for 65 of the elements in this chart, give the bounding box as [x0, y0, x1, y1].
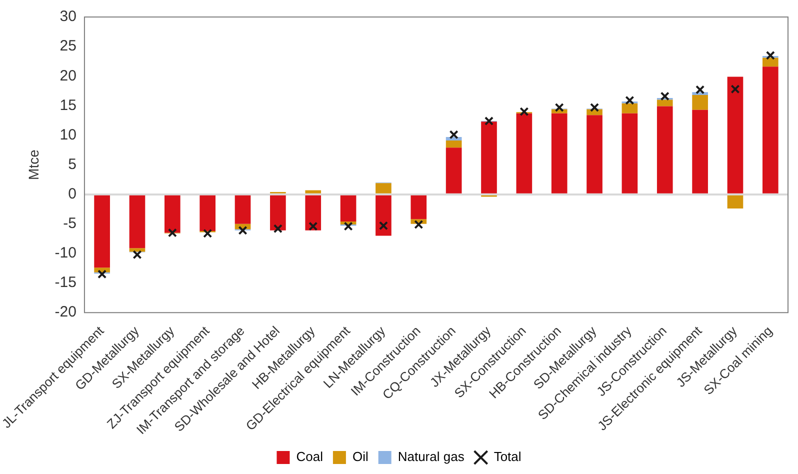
bar: [692, 95, 708, 110]
bar: [692, 110, 708, 194]
y-tick-label: 5: [68, 156, 76, 173]
bar: [727, 76, 744, 194]
bar: [622, 103, 638, 114]
legend-label: Total: [494, 449, 522, 464]
y-tick-label: 0: [68, 186, 76, 202]
y-tick-label: -15: [54, 274, 76, 292]
bar: [762, 58, 778, 67]
y-tick-label: 15: [60, 96, 76, 114]
legend-label: Natural gas: [398, 449, 465, 464]
bar: [94, 195, 110, 268]
point: [414, 220, 424, 230]
y-tick-label: -10: [54, 244, 76, 262]
bar: [656, 106, 673, 194]
y-tick-label: -20: [54, 304, 76, 321]
point: [554, 102, 564, 112]
bar: [551, 113, 568, 194]
bar: [762, 66, 778, 194]
bar: [446, 140, 462, 148]
bar: [446, 148, 462, 194]
point: [696, 85, 705, 94]
bar: [586, 115, 602, 194]
point: [378, 221, 388, 230]
y-tick-label: 20: [60, 67, 76, 84]
legend-label: Oil: [352, 449, 368, 464]
bar: [129, 248, 146, 252]
point: [484, 116, 494, 126]
bar: [129, 195, 146, 248]
bar: [727, 195, 744, 209]
y-tick-label: 30: [60, 8, 76, 26]
bar: [270, 195, 286, 230]
bar: [200, 195, 216, 232]
point: [273, 224, 282, 234]
point: [168, 228, 177, 238]
point: [98, 270, 107, 279]
point: [520, 107, 529, 116]
bar: [234, 195, 251, 224]
point: [238, 226, 248, 235]
point: [730, 84, 740, 94]
bar: [305, 195, 322, 230]
point: [625, 96, 634, 105]
bar: [481, 122, 497, 194]
bar: [164, 195, 180, 233]
bar: [410, 195, 427, 220]
bar: [516, 113, 532, 194]
point: [308, 222, 318, 231]
point: [590, 102, 600, 112]
y-tick-label: 25: [60, 38, 76, 55]
y-axis-title: Mtce: [25, 149, 42, 180]
bar: [656, 100, 673, 106]
bar: [340, 195, 356, 222]
point: [766, 50, 775, 60]
y-tick-label: -5: [63, 215, 76, 232]
bar: [622, 113, 638, 194]
bar: [305, 190, 322, 194]
bar: [376, 183, 392, 194]
bar: [376, 195, 392, 236]
point: [344, 222, 353, 231]
point: [660, 92, 670, 101]
point: [449, 130, 458, 140]
point: [203, 228, 212, 238]
point: [132, 250, 142, 260]
y-tick-label: 10: [60, 126, 76, 144]
legend-label: Coal: [296, 449, 324, 464]
